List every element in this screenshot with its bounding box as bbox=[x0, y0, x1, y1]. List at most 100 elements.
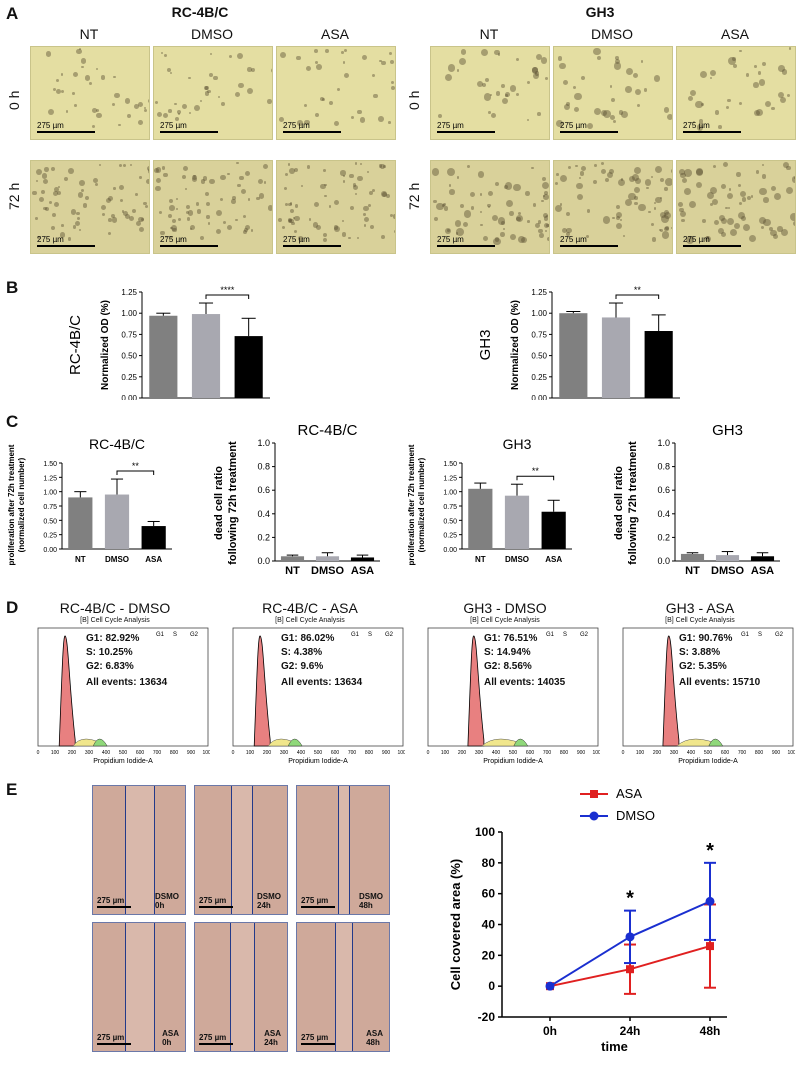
cell-spot bbox=[138, 226, 145, 233]
y-axis-label: Cell covered area (%) bbox=[448, 859, 463, 991]
cell-spot bbox=[143, 108, 148, 113]
condition-label: ASA 48h bbox=[366, 1029, 383, 1047]
cell-spot bbox=[541, 200, 544, 203]
dead-ratio-chart-gh3: 0.0 0.2 0.4 0.6 0.8 1.0 NT DMSO ASA GH3 dead cell … bbox=[613, 422, 780, 577]
cell-spot bbox=[324, 194, 327, 198]
cell-spot bbox=[75, 220, 81, 226]
cell-spot bbox=[289, 209, 294, 214]
cell-spot bbox=[313, 201, 320, 207]
cell-spot bbox=[76, 48, 82, 55]
cell-spot bbox=[671, 226, 672, 229]
cell-spot bbox=[664, 187, 668, 191]
cell-spot bbox=[258, 193, 265, 199]
cell-cycle-subtitle: [B] Cell Cycle Analysis bbox=[275, 617, 345, 624]
cell-spot bbox=[54, 186, 60, 192]
category-label: ASA bbox=[351, 565, 374, 577]
scale-bar-label: 275 µm bbox=[560, 235, 587, 244]
cell-spot bbox=[755, 108, 763, 116]
cell-spot bbox=[319, 96, 325, 102]
cell-spot bbox=[689, 89, 696, 96]
category-label: ASA bbox=[145, 555, 162, 564]
cell-spot bbox=[288, 218, 294, 224]
cell-spot bbox=[336, 87, 340, 91]
cell-spot bbox=[644, 179, 652, 186]
cell-spot bbox=[459, 203, 464, 208]
cell-spot bbox=[678, 202, 684, 207]
cell-spot bbox=[433, 199, 437, 204]
wound-gap bbox=[334, 923, 354, 1051]
marker-dmso bbox=[705, 896, 715, 906]
cell-spot bbox=[371, 188, 376, 193]
cell-spot bbox=[688, 200, 697, 208]
cell-spot bbox=[739, 49, 742, 52]
x-tick-label: 100 bbox=[636, 750, 645, 756]
cell-spot bbox=[559, 62, 566, 70]
x-tick-label: 24h bbox=[620, 1024, 641, 1038]
cell-spot bbox=[757, 71, 762, 75]
cell-spot bbox=[174, 116, 180, 121]
cell-spot bbox=[262, 163, 268, 169]
cell-spot bbox=[545, 230, 548, 233]
micrograph-gh3-dmso-1: 275 µm bbox=[553, 160, 673, 254]
cell-spot bbox=[207, 89, 211, 94]
cell-spot bbox=[352, 185, 358, 191]
marker-asa bbox=[626, 965, 634, 974]
cell-spot bbox=[309, 218, 312, 221]
cell-spot bbox=[778, 65, 785, 72]
cell-spot bbox=[298, 236, 303, 241]
y-tick-label: 1.25 bbox=[443, 475, 457, 482]
cell-spot bbox=[540, 57, 548, 64]
cell-spot bbox=[494, 237, 499, 242]
scale-bar: 275 µm bbox=[301, 896, 335, 908]
cell-spot bbox=[698, 119, 704, 124]
cell-spot bbox=[538, 228, 543, 234]
cell-spot bbox=[291, 221, 295, 226]
scale-bar-label: 275 µm bbox=[37, 121, 64, 130]
cell-spot bbox=[709, 77, 713, 80]
cell-spot bbox=[52, 190, 58, 197]
column-header-dmso: DMSO bbox=[591, 26, 633, 42]
cell-spot bbox=[244, 228, 249, 232]
cell-spot bbox=[383, 165, 386, 168]
significance-star: * bbox=[706, 840, 714, 862]
cell-spot bbox=[163, 172, 168, 178]
cell-spot bbox=[504, 184, 509, 189]
cell-spot bbox=[506, 199, 514, 207]
cell-spot bbox=[660, 211, 667, 218]
panel-letter-e: E bbox=[6, 780, 18, 799]
x-axis-label: Propidium Iodide-A bbox=[288, 758, 348, 765]
scale-bar: 275 µm bbox=[199, 1033, 233, 1045]
category-label: NT bbox=[285, 565, 300, 577]
micrograph-gh3-nt-0: 275 µm bbox=[430, 46, 550, 140]
cell-spot bbox=[535, 223, 541, 229]
cell-spot bbox=[125, 214, 131, 220]
category-label: DMSO bbox=[311, 565, 344, 577]
cell-spot bbox=[204, 191, 210, 197]
cell-spot bbox=[296, 55, 301, 60]
cell-spot bbox=[610, 114, 615, 120]
cell-spot bbox=[773, 192, 782, 200]
y-tick-label: 1.0 bbox=[657, 438, 670, 448]
g1-peak bbox=[253, 635, 271, 747]
cell-spot bbox=[155, 185, 161, 192]
legend-label-asa: ASA bbox=[616, 786, 642, 801]
scale-bar: 275 µm bbox=[437, 121, 495, 133]
g1-peak bbox=[467, 635, 485, 747]
cell-spot bbox=[162, 112, 169, 119]
x-tick-label: 300 bbox=[85, 750, 94, 756]
cell-spot bbox=[556, 173, 559, 176]
bar-dmso bbox=[715, 555, 740, 561]
scale-bar: 275 µm bbox=[683, 121, 741, 133]
cell-spot bbox=[306, 165, 311, 169]
cell-spot bbox=[51, 226, 56, 231]
cell-spot bbox=[732, 63, 737, 69]
cell-spot bbox=[204, 85, 209, 90]
x-tick-label: 48h bbox=[700, 1024, 721, 1038]
cell-spot bbox=[436, 202, 444, 211]
cell-spot bbox=[77, 217, 81, 221]
column-header-nt: NT bbox=[79, 26, 99, 42]
cell-spot bbox=[438, 114, 443, 119]
cell-spot bbox=[392, 213, 395, 219]
y-tick-label: 80 bbox=[482, 856, 496, 870]
scale-bar-line bbox=[160, 131, 218, 133]
